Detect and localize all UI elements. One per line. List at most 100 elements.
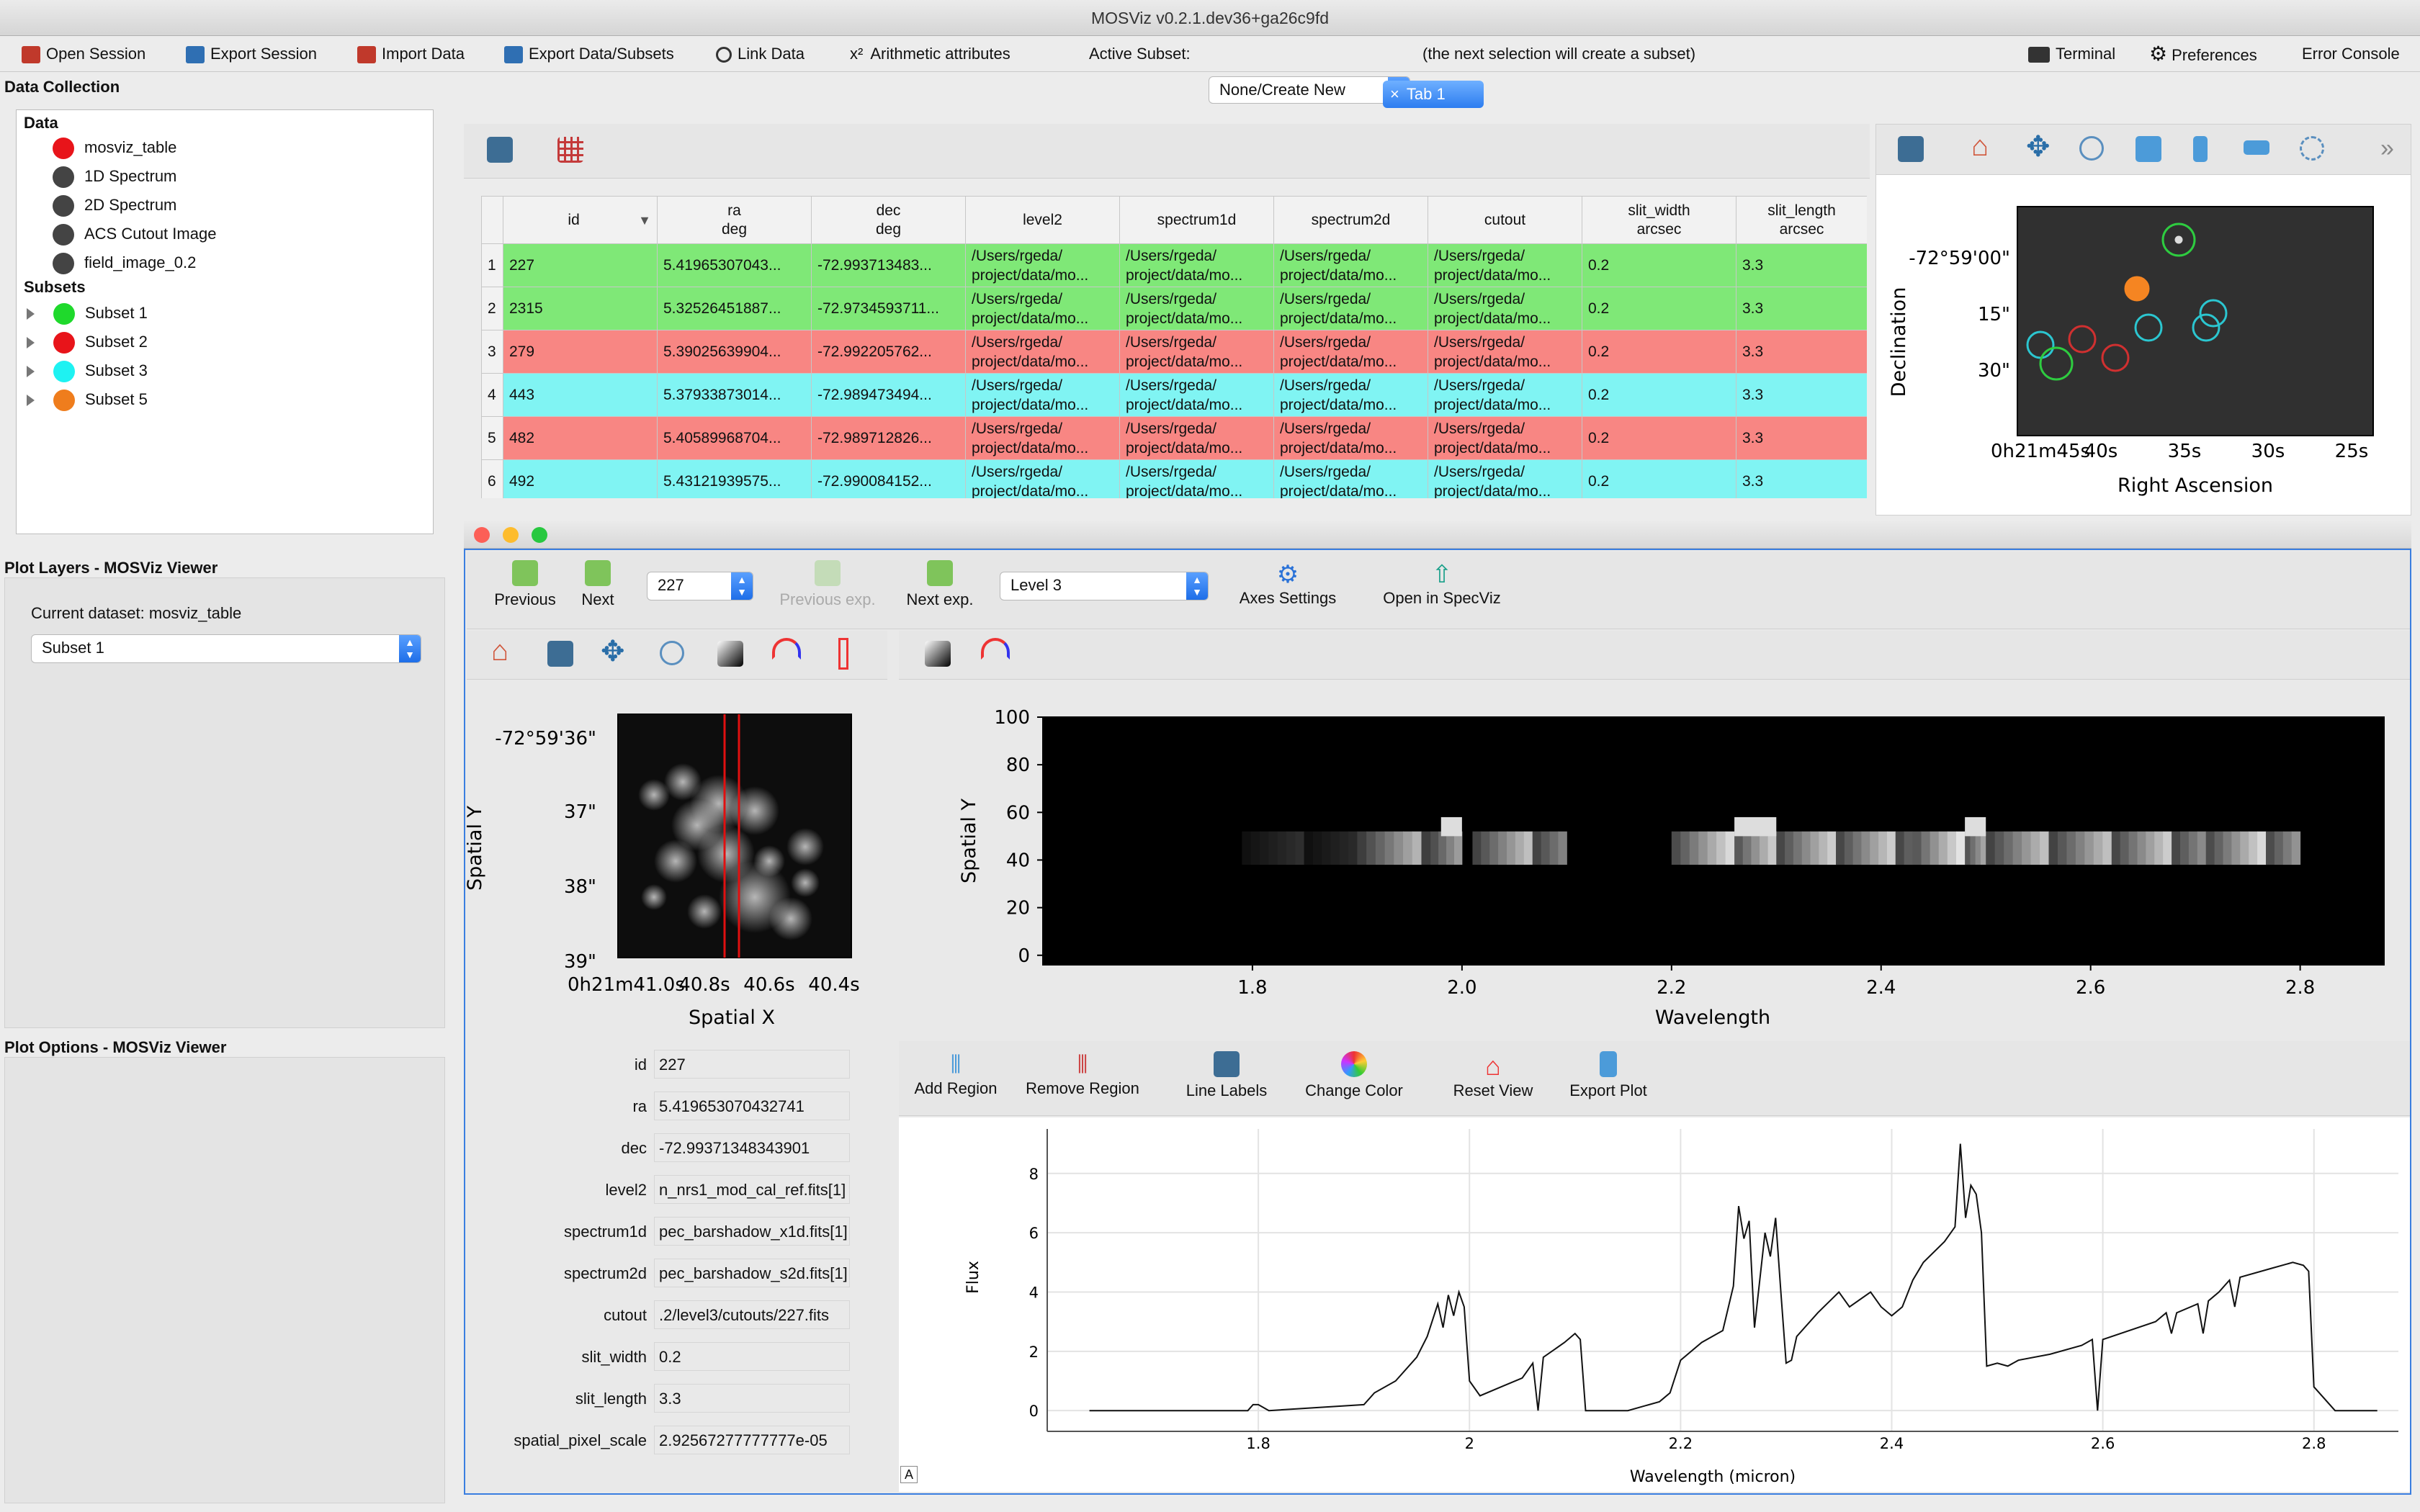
subset-item-5[interactable]: Subset 5 <box>27 387 148 413</box>
cell-level2[interactable]: /Users/rgeda/project/data/mo... <box>965 416 1120 460</box>
next-exp-button[interactable]: Next exp. <box>900 560 980 609</box>
info-value-id[interactable]: 227 <box>654 1050 850 1079</box>
cell-slit-length[interactable]: 3.3 <box>1736 287 1867 330</box>
minimize-window-icon[interactable] <box>503 527 519 543</box>
row-number-cell[interactable]: 3 <box>481 330 503 374</box>
cell-spectrum2d[interactable]: /Users/rgeda/project/data/mo... <box>1273 459 1428 498</box>
column-header-slit-width[interactable]: slit_width arcsec <box>1582 196 1736 244</box>
cell-id[interactable]: 482 <box>503 416 658 460</box>
cell-cutout[interactable]: /Users/rgeda/project/data/mo... <box>1428 459 1582 498</box>
export-session-button[interactable]: Export Session <box>186 42 317 66</box>
cell-dec[interactable]: -72.989473494... <box>811 373 966 417</box>
sky-source-marker[interactable] <box>2192 313 2220 342</box>
home-icon[interactable]: ⌂ <box>491 635 509 667</box>
cell-spectrum2d[interactable]: /Users/rgeda/project/data/mo... <box>1273 243 1428 287</box>
info-value-spectrum2d[interactable]: pec_barshadow_s2d.fits[1] <box>654 1259 850 1287</box>
data-item-1d-spectrum[interactable]: 1D Spectrum <box>53 163 176 189</box>
table-row[interactable]: 1 227 5.41965307043... -72.993713483.../Use… <box>481 243 1867 287</box>
colormap-icon[interactable] <box>981 638 1010 660</box>
cell-slit-width[interactable]: 0.2 <box>1582 287 1736 330</box>
subset-item-3[interactable]: Subset 3 <box>27 358 148 384</box>
axes-settings-button[interactable]: ⚙ Axes Settings <box>1230 560 1345 608</box>
sky-source-marker[interactable] <box>2199 299 2228 328</box>
column-header-slit-length[interactable]: slit_length arcsec <box>1736 196 1867 244</box>
cell-slit-width[interactable]: 0.2 <box>1582 243 1736 287</box>
cell-ra[interactable]: 5.37933873014... <box>657 373 812 417</box>
zoom-icon[interactable] <box>660 641 684 665</box>
cell-id[interactable]: 443 <box>503 373 658 417</box>
cell-spectrum2d[interactable]: /Users/rgeda/project/data/mo... <box>1273 330 1428 374</box>
table-row[interactable]: 5 482 5.40589968704... -72.989712826.../Use… <box>481 416 1867 460</box>
cell-spectrum1d[interactable]: /Users/rgeda/project/data/mo... <box>1119 459 1274 498</box>
cell-slit-length[interactable]: 3.3 <box>1736 373 1867 417</box>
cell-id[interactable]: 279 <box>503 330 658 374</box>
cell-spectrum2d[interactable]: /Users/rgeda/project/data/mo... <box>1273 373 1428 417</box>
cell-slit-length[interactable]: 3.3 <box>1736 416 1867 460</box>
maximize-window-icon[interactable] <box>532 527 547 543</box>
cell-dec[interactable]: -72.990084152... <box>811 459 966 498</box>
cell-cutout[interactable]: /Users/rgeda/project/data/mo... <box>1428 330 1582 374</box>
cell-slit-width[interactable]: 0.2 <box>1582 373 1736 417</box>
sky-source-marker[interactable] <box>2101 343 2130 372</box>
tab-1[interactable]: × Tab 1 <box>1383 81 1484 108</box>
info-value-spatial_pixel_scale[interactable]: 2.92567277777777e-05 <box>654 1426 850 1454</box>
row-number-cell[interactable]: 1 <box>481 243 503 287</box>
info-value-level2[interactable]: n_nrs1_mod_cal_ref.fits[1] <box>654 1175 850 1204</box>
subset-item-2[interactable]: Subset 2 <box>27 329 148 355</box>
export-data-subsets-button[interactable]: Export Data/Subsets <box>504 42 674 66</box>
layer-subset-select[interactable]: Subset 1 ▲ ▼ <box>31 634 421 663</box>
line-labels-button[interactable]: Line Labels <box>1180 1051 1273 1100</box>
zoom-icon[interactable] <box>2079 136 2104 161</box>
cell-ra[interactable]: 5.40589968704... <box>657 416 812 460</box>
column-header-spectrum2d[interactable]: spectrum2d <box>1273 196 1428 244</box>
remove-region-button[interactable]: ⫴ Remove Region <box>1021 1051 1144 1098</box>
info-value-slit_length[interactable]: 3.3 <box>654 1384 850 1413</box>
cell-level2[interactable]: /Users/rgeda/project/data/mo... <box>965 459 1120 498</box>
cutout-plot[interactable]: -72°59'36" 37" 38" 39" 0h21m41.0s 40.8s … <box>467 681 887 1030</box>
cell-id[interactable]: 2315 <box>503 287 658 330</box>
cell-id[interactable]: 492 <box>503 459 658 498</box>
sky-source-marker[interactable] <box>2161 222 2196 257</box>
level-select[interactable]: Level 3 ▲ ▼ <box>1000 572 1209 600</box>
table-row[interactable]: 6 492 5.43121939575... -72.990084152.../Use… <box>481 459 1867 498</box>
sky-source-marker[interactable] <box>2039 346 2074 381</box>
data-item-acs-cutout[interactable]: ACS Cutout Image <box>53 221 216 247</box>
save-icon[interactable] <box>487 137 513 163</box>
column-header-level2[interactable]: level2 <box>965 196 1120 244</box>
pan-icon[interactable]: ✥ <box>2026 131 2051 163</box>
column-header-id[interactable]: id ▼ <box>503 196 658 244</box>
column-header-spectrum1d[interactable]: spectrum1d <box>1119 196 1274 244</box>
link-data-button[interactable]: Link Data <box>716 42 805 66</box>
active-subset-select[interactable]: None/Create New▲▼ <box>1209 76 1410 104</box>
cell-slit-length[interactable]: 3.3 <box>1736 243 1867 287</box>
sky-plot[interactable]: Declination Right Ascension -72°59'00" 1… <box>1876 175 2411 515</box>
cell-dec[interactable]: -72.992205762... <box>811 330 966 374</box>
cell-slit-width[interactable]: 0.2 <box>1582 330 1736 374</box>
preferences-button[interactable]: ⚙ Preferences <box>2149 42 2257 66</box>
close-window-icon[interactable] <box>474 527 490 543</box>
open-specviz-button[interactable]: ⇧ Open in SpecViz <box>1377 560 1507 608</box>
cell-level2[interactable]: /Users/rgeda/project/data/mo... <box>965 287 1120 330</box>
row-number-cell[interactable]: 4 <box>481 373 503 417</box>
data-item-mosviz-table[interactable]: mosviz_table <box>53 135 176 161</box>
cell-level2[interactable]: /Users/rgeda/project/data/mo... <box>965 373 1120 417</box>
close-icon[interactable]: × <box>1390 85 1399 103</box>
table-row[interactable]: 4 443 5.37933873014... -72.989473494.../Use… <box>481 373 1867 417</box>
next-button[interactable]: Next <box>575 560 621 609</box>
expand-arrow-icon[interactable] <box>27 366 35 378</box>
save-icon[interactable] <box>547 641 573 667</box>
cell-slit-width[interactable]: 0.2 <box>1582 459 1736 498</box>
column-header-cutout[interactable]: cutout <box>1428 196 1582 244</box>
sky-source-marker[interactable] <box>2124 276 2150 302</box>
arithmetic-button[interactable]: x² Arithmetic attributes <box>850 42 1010 66</box>
cell-ra[interactable]: 5.41965307043... <box>657 243 812 287</box>
cell-spectrum2d[interactable]: /Users/rgeda/project/data/mo... <box>1273 416 1428 460</box>
circle-select-icon[interactable] <box>2300 136 2324 161</box>
cell-ra[interactable]: 5.32526451887... <box>657 287 812 330</box>
contrast-icon[interactable] <box>717 641 743 667</box>
cell-dec[interactable]: -72.989712826... <box>811 416 966 460</box>
sky-source-marker[interactable] <box>2134 313 2163 342</box>
cell-spectrum1d[interactable]: /Users/rgeda/project/data/mo... <box>1119 330 1274 374</box>
rectangle-select-icon[interactable] <box>2136 136 2161 162</box>
colormap-icon[interactable] <box>772 638 801 660</box>
